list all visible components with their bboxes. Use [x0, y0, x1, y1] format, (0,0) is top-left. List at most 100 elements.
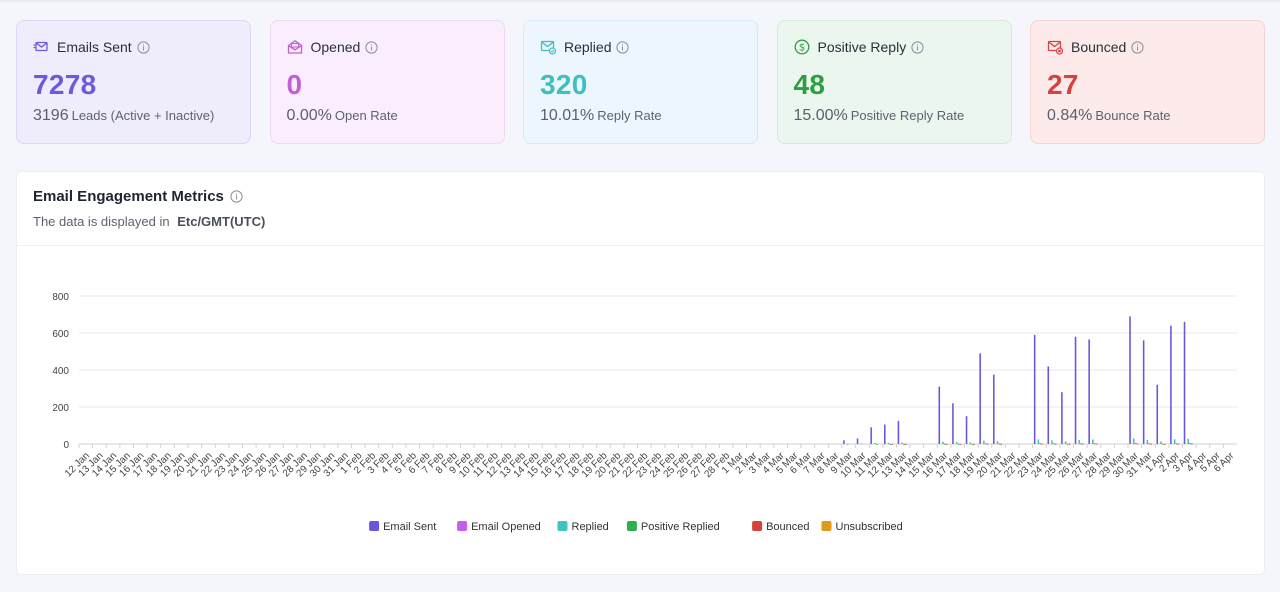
bar: [1037, 439, 1040, 444]
bar: [1173, 439, 1176, 444]
legend-swatch[interactable]: [821, 521, 832, 531]
card-sub-label: Open Rate: [334, 108, 398, 123]
legend-label[interactable]: Positive Replied: [641, 521, 720, 533]
y-tick-label: 200: [52, 403, 69, 414]
bar: [965, 416, 968, 444]
bar: [945, 443, 948, 445]
info-icon[interactable]: [1131, 40, 1144, 54]
bar: [891, 443, 894, 445]
bar: [955, 442, 958, 444]
bar: [843, 440, 845, 444]
bar: [1054, 443, 1057, 445]
bar: [957, 443, 960, 445]
card-sub-label: Leads (Active + Inactive): [71, 108, 215, 123]
bar: [901, 442, 903, 444]
mail-reply-icon: [540, 39, 556, 55]
bar: [870, 427, 872, 444]
y-tick-label: 800: [52, 292, 69, 303]
bar: [1078, 439, 1081, 444]
bar: [1146, 439, 1149, 444]
bar: [1148, 443, 1151, 445]
bar: [1160, 441, 1162, 444]
bar: [1129, 316, 1131, 444]
card-sub-label: Reply Rate: [597, 108, 662, 123]
bar: [1163, 443, 1166, 445]
bar: [1092, 439, 1094, 444]
bar: [979, 353, 981, 444]
y-tick-label: 600: [52, 329, 69, 340]
legend-swatch[interactable]: [626, 521, 637, 531]
bar: [998, 443, 1001, 445]
email-sent-icon: [33, 39, 49, 55]
bar: [1134, 443, 1137, 445]
mail-bounce-icon: [1047, 39, 1063, 55]
legend-label[interactable]: Bounced: [766, 521, 809, 533]
bar: [938, 386, 941, 444]
bar: [959, 443, 962, 445]
card-sub-number: 10.01%: [540, 107, 595, 124]
card-title: Positive Reply: [817, 39, 907, 55]
bar: [1088, 339, 1090, 444]
legend-swatch[interactable]: [369, 521, 380, 531]
info-icon[interactable]: [137, 40, 150, 54]
card-title: Opened: [310, 39, 361, 55]
bar: [1093, 443, 1096, 445]
bar: [969, 442, 972, 444]
bar: [1142, 340, 1145, 444]
bar: [942, 441, 944, 444]
bar: [1095, 443, 1098, 445]
bar: [1175, 443, 1178, 445]
info-icon[interactable]: [365, 40, 378, 54]
bar: [993, 374, 995, 444]
legend-swatch[interactable]: [457, 521, 468, 531]
bar: [860, 443, 863, 445]
legend-label[interactable]: Email Sent: [383, 521, 436, 533]
bar: [1033, 334, 1036, 444]
bar: [1061, 392, 1063, 444]
bar: [1183, 321, 1186, 444]
card-replied: Replied 320 10.01% Reply Rate: [523, 20, 758, 144]
bar: [1047, 366, 1050, 444]
bar: [856, 438, 859, 444]
card-sub-label: Bounce Rate: [1095, 108, 1171, 123]
bar: [1132, 438, 1135, 444]
bar: [1191, 443, 1193, 445]
bar: [983, 440, 985, 444]
card-opened: Opened 0 0.00% Open Rate: [269, 20, 505, 144]
bar: [1150, 443, 1152, 445]
card-sub-number: 0.00%: [286, 107, 332, 124]
bar: [1082, 443, 1084, 445]
y-tick-label: 400: [52, 366, 69, 377]
bar: [1177, 443, 1180, 445]
bar: [1156, 384, 1159, 444]
svg-text:$: $: [798, 43, 804, 54]
legend-label[interactable]: Email Opened: [471, 521, 541, 533]
card-positive-reply: $ Positive Reply 48 15.00% Positive Reply…: [776, 20, 1012, 144]
legend-swatch[interactable]: [557, 521, 568, 531]
timezone-value: Etc/GMT(UTC): [177, 214, 266, 229]
bar: [1041, 443, 1043, 445]
bar: [986, 443, 989, 445]
info-icon[interactable]: [616, 40, 630, 54]
bar: [1051, 440, 1053, 444]
card-sub-number: 3196: [33, 107, 69, 124]
bar: [952, 403, 954, 444]
info-icon[interactable]: [230, 190, 243, 203]
bar: [887, 442, 890, 444]
bar: [897, 420, 900, 444]
bar: [874, 442, 876, 444]
legend-swatch[interactable]: [752, 521, 763, 531]
card-title: Replied: [564, 39, 612, 55]
bar: [944, 443, 946, 445]
bar: [984, 443, 987, 445]
legend-label[interactable]: Replied: [572, 521, 609, 533]
card-value: 27: [1047, 69, 1079, 100]
info-icon[interactable]: [911, 40, 924, 54]
card-value: 48: [793, 69, 826, 100]
card-value: 0: [286, 69, 303, 100]
bar: [875, 443, 878, 445]
legend-label[interactable]: Unsubscribed: [836, 521, 903, 533]
chart-header: Email Engagement Metrics The data is dis…: [17, 172, 1264, 246]
card-bounced: Bounced 27 0.84% Bounce Rate: [1030, 20, 1265, 144]
